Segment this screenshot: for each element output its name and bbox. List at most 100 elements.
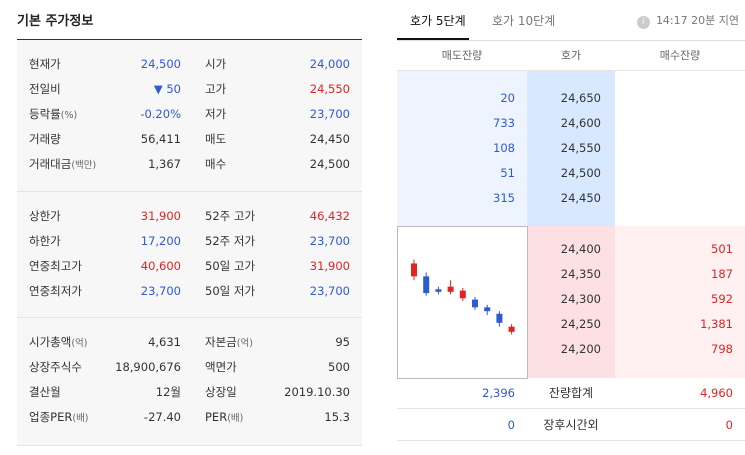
row-label-right: 상장일 xyxy=(205,380,237,405)
label-text: 거래량 xyxy=(29,132,61,146)
bid-volume: 187 xyxy=(711,267,733,281)
row-value-left: 18,900,676 xyxy=(115,360,181,374)
delay-text: 14:17 20분 지연 xyxy=(655,14,739,27)
label-unit: (백만) xyxy=(71,160,97,171)
row-value-left: 12월 xyxy=(155,385,181,399)
label-text: 고가 xyxy=(205,82,227,96)
info-row: 연중최고가 40,600 50일 고가 31,900 xyxy=(17,254,362,279)
tab-10-level[interactable]: 호가 10단계 xyxy=(492,14,556,28)
info-row: 거래량 56,411 매도 24,450 xyxy=(17,127,362,152)
label-text: 하한가 xyxy=(29,234,61,248)
ask-price[interactable]: 24,450 xyxy=(560,191,601,205)
tab-5-level[interactable]: 호가 5단계 xyxy=(410,14,466,28)
label-text: 52주 저가 xyxy=(205,234,256,248)
label-text: 전일비 xyxy=(29,82,61,96)
total-remaining-row: 2,396 잔량합계 4,960 xyxy=(397,378,745,409)
ask-price[interactable]: 24,500 xyxy=(560,166,601,180)
row-label-right: PER(배) xyxy=(205,405,243,431)
candle-body xyxy=(411,263,417,277)
info-row: 연중최저가 23,700 50일 저가 23,700 xyxy=(17,279,362,304)
ask-volume: 733 xyxy=(493,116,515,130)
bid-price[interactable]: 24,250 xyxy=(560,317,601,331)
ask-volume: 108 xyxy=(493,141,515,155)
row-label-right: 50일 고가 xyxy=(205,254,255,279)
bid-price[interactable]: 24,200 xyxy=(560,342,601,356)
info-row: 시가총액(억) 4,631 자본금(억) 95 xyxy=(17,330,362,355)
limit-section: 상한가 31,900 52주 고가 46,432 하한가 17,200 52주 저가 23,7… xyxy=(17,192,362,318)
row-label-right: 액면가 xyxy=(205,355,237,380)
row-value-left: 1,367 xyxy=(148,157,181,171)
total-ask-volume: 2,396 xyxy=(482,386,515,400)
bid-price[interactable]: 24,350 xyxy=(560,267,601,281)
row-label-right: 저가 xyxy=(205,102,226,127)
label-text: 50일 저가 xyxy=(205,284,256,298)
after-hours-bid: 0 xyxy=(725,418,733,432)
label-text: 매도 xyxy=(205,132,227,146)
ask-price[interactable]: 24,650 xyxy=(560,91,601,105)
row-value-left: 17,200 xyxy=(140,234,181,248)
label-text: 현재가 xyxy=(29,57,61,71)
row-label-left: 상한가 xyxy=(29,204,61,229)
candle-body xyxy=(496,313,503,323)
orderbook-tabs: 호가 5단계 호가 10단계 i 14:17 20분 지연 xyxy=(397,0,745,41)
title-divider xyxy=(17,39,362,40)
row-label-left: 상장주식수 xyxy=(29,355,82,380)
bid-price[interactable]: 24,400 xyxy=(560,242,601,256)
row-value-left: ▼ 50 xyxy=(153,82,181,96)
bid-volume: 1,381 xyxy=(700,317,733,331)
row-value-right: 2019.10.30 xyxy=(284,385,350,399)
label-text: 액면가 xyxy=(205,360,237,374)
header-divider xyxy=(397,70,745,71)
row-value-right: 95 xyxy=(335,335,350,349)
row-value-left: 4,631 xyxy=(148,335,181,349)
candle-chart-svg xyxy=(411,259,515,335)
info-icon[interactable]: i xyxy=(636,16,650,29)
row-value-left: 56,411 xyxy=(140,132,181,146)
label-unit: (억) xyxy=(71,338,88,349)
row-label-left: 거래대금(백만) xyxy=(29,152,96,178)
ask-volume: 20 xyxy=(500,91,515,105)
after-hours-ask: 0 xyxy=(507,418,515,432)
label-text: 상장주식수 xyxy=(29,360,82,374)
mini-candle-chart xyxy=(397,226,528,379)
total-bid-volume: 4,960 xyxy=(700,386,733,400)
info-row: 상장주식수 18,900,676 액면가 500 xyxy=(17,355,362,380)
bid-volume: 592 xyxy=(711,292,733,306)
candle-body xyxy=(484,307,491,312)
bid-price[interactable]: 24,300 xyxy=(560,292,601,306)
label-text: PER xyxy=(205,410,228,424)
row-label-left: 업종PER(배) xyxy=(29,405,89,431)
info-row: 상한가 31,900 52주 고가 46,432 xyxy=(17,204,362,229)
ask-volume: 51 xyxy=(500,166,515,180)
label-unit: (배) xyxy=(72,413,89,424)
label-text: 거래대금 xyxy=(29,157,72,171)
row-value-right: 24,450 xyxy=(309,132,350,146)
info-row: 거래대금(백만) 1,367 매수 24,500 xyxy=(17,152,362,177)
bid-price-bg xyxy=(527,226,615,378)
row-label-right: 매수 xyxy=(205,152,226,177)
info-row: 업종PER(배) -27.40 PER(배) 15.3 xyxy=(17,405,362,430)
row-value-right: 23,700 xyxy=(309,234,350,248)
ask-price[interactable]: 24,550 xyxy=(560,141,601,155)
ask-price[interactable]: 24,600 xyxy=(560,116,601,130)
row-label-left: 시가총액(억) xyxy=(29,330,87,356)
row-label-right: 매도 xyxy=(205,127,226,152)
row-label-left: 연중최고가 xyxy=(29,254,82,279)
ask-volume-bg xyxy=(397,71,527,226)
row-label-left: 연중최저가 xyxy=(29,279,82,304)
label-unit: (억) xyxy=(236,338,253,349)
candle-body xyxy=(472,299,478,308)
label-text: 등락률 xyxy=(29,107,61,121)
price-section: 현재가 24,500 시가 24,000 전일비 ▼ 50 고가 24,550 등락률(%) -0… xyxy=(17,40,362,192)
candle-body xyxy=(459,290,466,299)
label-text: 연중최저가 xyxy=(29,284,82,298)
row-label-left: 등락률(%) xyxy=(29,102,77,128)
info-row: 결산월 12월 상장일 2019.10.30 xyxy=(17,380,362,405)
after-hours-label: 장후시간외 xyxy=(543,418,599,432)
candle-body xyxy=(435,289,442,292)
label-text: 자본금 xyxy=(205,335,237,349)
candle-body xyxy=(423,276,430,294)
header-price: 호가 xyxy=(560,49,582,62)
info-row: 전일비 ▼ 50 고가 24,550 xyxy=(17,77,362,102)
row-value-left: 23,700 xyxy=(140,284,181,298)
